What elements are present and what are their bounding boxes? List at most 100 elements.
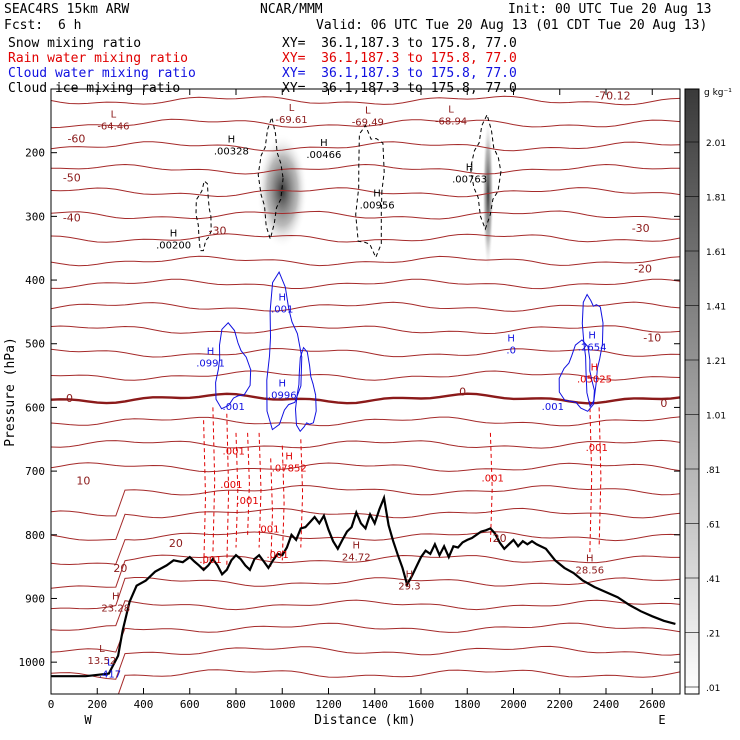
extremum-mark: H: [507, 334, 515, 345]
extremum-mark: H: [285, 452, 293, 463]
isotherm: [51, 531, 680, 566]
colorbar-tick-label: 1.21: [706, 357, 726, 367]
extremum-value: 29.3: [398, 581, 420, 592]
contour-labels: -60-50-40-30 -30-20-100 0010202020-70.12L-…: [63, 89, 667, 680]
contour-label: .001: [199, 555, 221, 566]
field-name-cloudwater: Cloud water mixing ratio: [8, 66, 196, 81]
x-tick-label: 2200: [547, 698, 574, 711]
y-tick-label: 1000: [19, 656, 46, 669]
colorbar-ticks: 2.01 1.81 1.61 1.41 1.21 1.01 .81 .61 .41 .21 .01: [685, 139, 726, 694]
x-axis-label: Distance (km): [314, 713, 416, 728]
x-tick-label: 1600: [408, 698, 435, 711]
snow-contour: [257, 115, 284, 241]
extremum-value: .00956: [360, 201, 395, 212]
isotherm: [51, 484, 680, 517]
y-tick-label: 800: [25, 529, 45, 542]
cloud-water-contours: [215, 271, 604, 433]
extremum-mark: H: [406, 569, 414, 580]
extremum-value: .00328: [214, 146, 249, 157]
extremum-mark: H: [278, 292, 286, 303]
extremum-mark: H: [207, 346, 215, 357]
isotherm-label: 0: [66, 392, 73, 405]
y-tick-label: 400: [25, 274, 45, 287]
rain-contour: [598, 407, 602, 548]
extremum-value: .0: [506, 346, 516, 357]
contour-label: .001: [257, 524, 279, 535]
contour-label: .001: [482, 473, 504, 484]
extremum-mark: H: [588, 331, 596, 342]
colorbar-tick-label: .21: [706, 630, 720, 640]
colorbar-tick-label: 1.41: [706, 303, 726, 313]
extremum-mark: H: [320, 138, 328, 149]
terrain-line: [51, 493, 676, 678]
colorbar: [684, 88, 700, 695]
x-tick-label: 1400: [362, 698, 389, 711]
y-axis-label: Pressure (hPa): [3, 337, 18, 447]
isotherm: [51, 301, 680, 312]
contour-label: .001: [223, 447, 245, 458]
isotherm: [51, 577, 680, 610]
rain-contour: [281, 445, 285, 561]
field-name-rain: Rain water mixing ratio: [8, 51, 189, 66]
cloud-water-contour: [215, 322, 252, 410]
field-xy-rain: XY= 36.1,187.3 to 175.8, 77.0: [282, 51, 517, 66]
isotherm-label: -60: [67, 133, 85, 146]
colorbar-tick-label: 1.81: [706, 194, 726, 204]
contour-label: .001: [220, 480, 242, 491]
cloud-water-contour: [294, 346, 317, 433]
isotherm: [51, 210, 680, 220]
isotherm: [51, 187, 680, 198]
extremum-mark: H: [591, 362, 599, 373]
snow-contour: [355, 124, 385, 259]
isotherm-label: 0: [459, 386, 466, 399]
isotherm-label: -10: [643, 331, 661, 344]
extremum-mark: L: [99, 644, 105, 655]
rain-contour: [226, 413, 230, 567]
extremum-value: -68.94: [435, 116, 467, 127]
snow-contour: [195, 180, 212, 252]
rain-contour: [489, 432, 493, 545]
snow-contour: [469, 113, 502, 231]
init-time: Init: 00 UTC Tue 20 Aug 13: [508, 2, 712, 17]
x-end-label-east: E: [658, 713, 665, 727]
temperature-contours: [51, 95, 680, 694]
isotherm: [51, 622, 680, 653]
extremum-mark: H: [373, 189, 381, 200]
isotherm-label: -70.12: [595, 89, 630, 102]
rain-contour: [258, 432, 262, 548]
isotherm: [51, 163, 680, 175]
extremum-mark: L: [365, 106, 371, 117]
extremum-value: .00466: [306, 150, 341, 161]
contour-label: .001: [586, 443, 608, 454]
isotherm-label: 0: [660, 397, 667, 410]
zero-isotherm: [51, 392, 680, 405]
isotherm-label: 20: [493, 532, 507, 545]
rain-contour: [212, 407, 216, 554]
x-tick-label: 2400: [593, 698, 620, 711]
extremum-mark: H: [228, 134, 236, 145]
extremum-value: 24.72: [342, 553, 371, 564]
cloud-water-contour: [558, 339, 595, 412]
colorbar-tick-label: .41: [706, 575, 720, 585]
rain-contour: [247, 432, 250, 535]
extremum-mark: H: [586, 553, 594, 564]
isotherm: [51, 347, 680, 358]
field-xy-cloudwater: XY= 36.1,187.3 to 175.8, 77.0: [282, 66, 517, 81]
x-tick-label: 200: [87, 698, 107, 711]
isotherm: [51, 439, 680, 449]
y-tick-label: 900: [25, 592, 45, 605]
forecast-label: Fcst:: [4, 18, 44, 33]
extremum-value: .00200: [156, 241, 191, 252]
y-tick-label: 200: [25, 147, 45, 160]
ice-plume: [482, 117, 494, 271]
isotherm: [51, 507, 680, 541]
rain-contour: [300, 439, 304, 548]
forecast-hour: 6 h: [58, 18, 82, 33]
snow-contours: [195, 113, 502, 259]
x-tick-label: 600: [180, 698, 200, 711]
y-tick-label: 500: [25, 338, 45, 351]
isotherm-label: 10: [76, 475, 90, 488]
rain-contour: [203, 420, 207, 574]
field-xy-snow: XY= 36.1,187.3 to 175.8, 77.0: [282, 36, 517, 51]
cloud-water-contour: [266, 271, 303, 431]
